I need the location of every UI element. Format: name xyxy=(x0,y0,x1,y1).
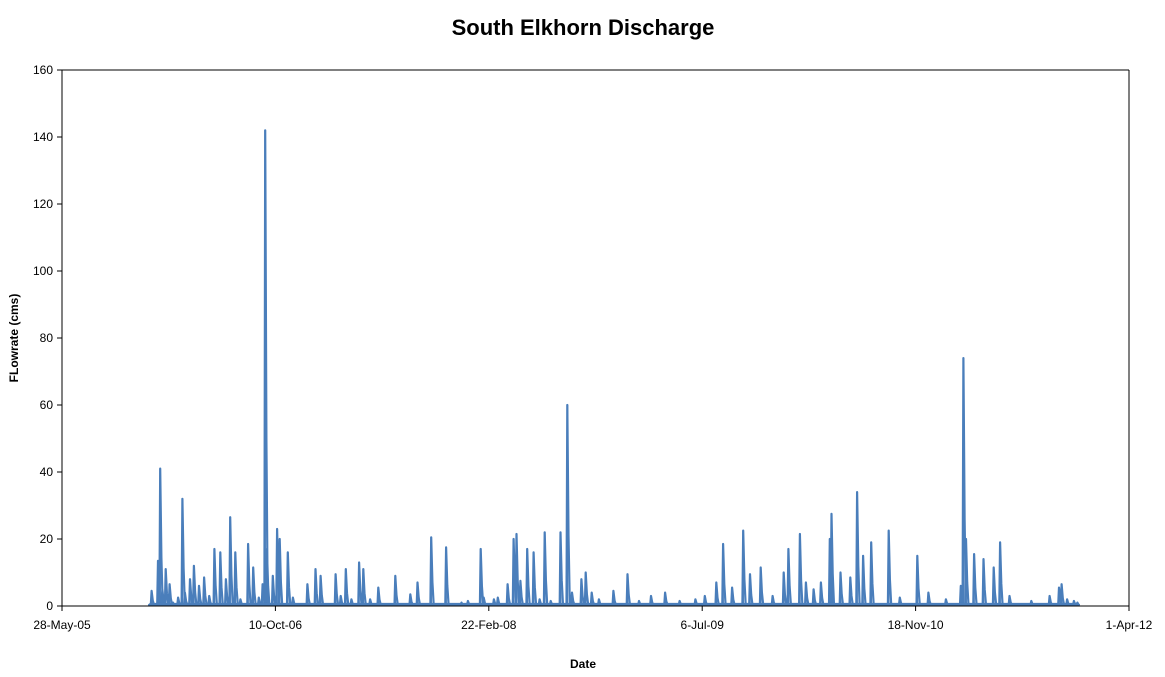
series-line-0 xyxy=(148,129,1081,607)
x-tick-label: 10-Oct-06 xyxy=(249,618,303,632)
chart-title: South Elkhorn Discharge xyxy=(452,15,715,40)
y-tick-label: 80 xyxy=(40,331,54,345)
x-tick-label: 28-May-05 xyxy=(33,618,91,632)
series-layer xyxy=(148,129,1081,607)
y-ticks: 0 20 40 60 80 100 120 140 160 xyxy=(33,63,62,613)
y-tick-label: 120 xyxy=(33,197,53,211)
y-axis-label: FLowrate (cms) xyxy=(7,294,21,383)
y-tick-label: 20 xyxy=(40,532,54,546)
y-tick-label: 40 xyxy=(40,465,54,479)
x-tick-label: 22-Feb-08 xyxy=(461,618,517,632)
y-tick-label: 140 xyxy=(33,130,53,144)
y-tick-label: 160 xyxy=(33,63,53,77)
axes-layer xyxy=(61,69,1130,607)
x-tick-label: 1-Apr-12 xyxy=(1106,618,1153,632)
y-tick-label: 60 xyxy=(40,398,54,412)
x-axis-label: Date xyxy=(570,657,596,671)
y-tick-label: 0 xyxy=(46,599,53,613)
y-tick-label: 100 xyxy=(33,264,53,278)
x-ticks: 28-May-05 10-Oct-06 22-Feb-08 6-Jul-09 18-No… xyxy=(33,606,1153,632)
x-tick-label: 18-Nov-10 xyxy=(888,618,944,632)
x-tick-label: 6-Jul-09 xyxy=(681,618,725,632)
